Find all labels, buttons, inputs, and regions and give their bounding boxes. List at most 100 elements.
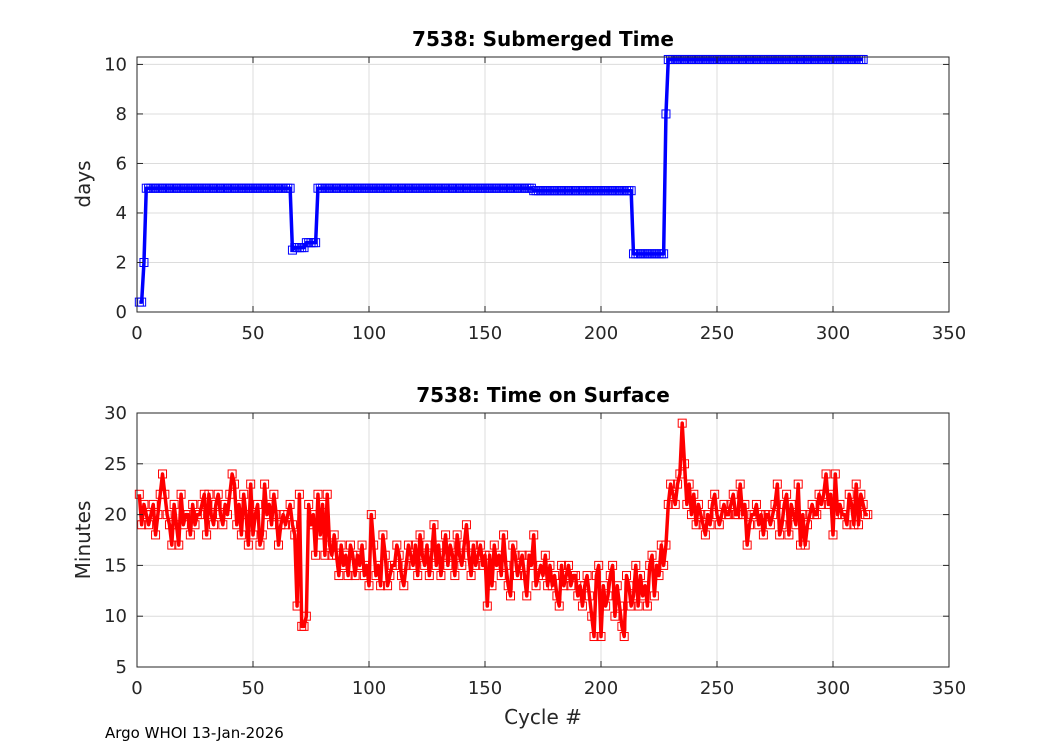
surface-data-point — [325, 540, 335, 550]
surface-data-point — [355, 560, 365, 570]
surface-data-point — [628, 591, 638, 601]
surface-data-point — [445, 540, 455, 550]
surface-data-point — [322, 489, 332, 499]
surface-data-point — [158, 469, 168, 479]
surface-data-point — [554, 601, 564, 611]
surface-data-point — [385, 571, 395, 581]
submerged-data-point — [287, 245, 297, 255]
surface-data-point — [450, 571, 460, 581]
surface-data-point — [506, 591, 516, 601]
surface-data-point — [512, 571, 522, 581]
surface-data-point — [819, 489, 829, 499]
surface-y-ticks: 5 10 15 20 25 30 — [104, 403, 949, 678]
surface-data-point — [635, 571, 645, 581]
surface-data-point — [858, 499, 868, 509]
submerged-data-point — [137, 297, 147, 307]
surface-data-point — [626, 601, 636, 611]
surface-data-point — [417, 550, 427, 560]
surface-y-tick-label: 30 — [104, 403, 127, 424]
surface-data-point — [153, 510, 163, 520]
surface-data-point — [308, 510, 318, 520]
surface-data-point — [823, 499, 833, 509]
surface-y-tick-label: 20 — [104, 505, 127, 526]
surface-data-point — [489, 540, 499, 550]
surface-data-point — [710, 489, 720, 499]
surface-data-point — [712, 510, 722, 520]
surface-data-point — [564, 560, 574, 570]
submerged-x-tick-label: 300 — [816, 323, 850, 344]
surface-data-point — [253, 499, 263, 509]
surface-data-point — [283, 510, 293, 520]
surface-data-point — [311, 550, 321, 560]
surface-data-point — [615, 601, 625, 611]
surface-data-point — [575, 581, 585, 591]
surface-data-point — [782, 489, 792, 499]
surface-data-point — [160, 489, 170, 499]
surface-data-point — [232, 520, 242, 530]
surface-data-point — [624, 581, 634, 591]
surface-data-point — [726, 499, 736, 509]
surface-data-point — [835, 499, 845, 509]
submerged-data-point — [661, 109, 671, 119]
submerged-y-tick-label: 8 — [116, 104, 127, 125]
surface-x-tick-label: 350 — [932, 678, 966, 699]
surface-data-point — [427, 550, 437, 560]
surface-data-point — [640, 581, 650, 591]
surface-data-point — [376, 581, 386, 591]
surface-data-point — [257, 530, 267, 540]
surface-data-point — [529, 530, 539, 540]
surface-data-point — [134, 489, 144, 499]
surface-series — [134, 418, 873, 642]
surface-data-point — [499, 530, 509, 540]
surface-data-point — [220, 499, 230, 509]
surface-data-point — [698, 520, 708, 530]
surface-data-point — [234, 499, 244, 509]
submerged-y-ticks: 0 2 4 6 8 10 — [104, 54, 949, 323]
surface-data-point — [821, 469, 831, 479]
surface-data-point — [779, 499, 789, 509]
surface-data-point — [826, 489, 836, 499]
surface-data-point — [320, 550, 330, 560]
surface-data-point — [751, 499, 761, 509]
surface-data-point — [276, 520, 286, 530]
submerged-data-point — [285, 183, 295, 193]
surface-data-point — [424, 571, 434, 581]
footer-credit: Argo WHOI 13-Jan-2026 — [105, 724, 284, 742]
surface-data-point — [524, 550, 534, 560]
surface-data-point — [770, 499, 780, 509]
surface-data-point — [299, 621, 309, 631]
surface-data-point — [155, 489, 165, 499]
submerged-x-tick-label: 250 — [700, 323, 734, 344]
surface-data-point — [791, 520, 801, 530]
surface-data-point — [464, 550, 474, 560]
surface-data-point — [290, 530, 300, 540]
surface-plot-area — [137, 413, 949, 667]
surface-data-point — [371, 571, 381, 581]
surface-data-point — [410, 540, 420, 550]
surface-data-point — [805, 510, 815, 520]
surface-data-point — [714, 520, 724, 530]
surface-data-point — [793, 479, 803, 489]
surface-data-point — [719, 499, 729, 509]
surface-data-point — [459, 540, 469, 550]
surface-data-point — [315, 530, 325, 540]
surface-data-point — [457, 560, 467, 570]
surface-data-point — [510, 550, 520, 560]
surface-data-point — [765, 520, 775, 530]
surface-data-point — [334, 571, 344, 581]
surface-data-point — [796, 540, 806, 550]
surface-data-point — [654, 571, 664, 581]
surface-data-point — [211, 499, 221, 509]
surface-data-point — [222, 510, 232, 520]
surface-data-point — [840, 510, 850, 520]
surface-data-point — [798, 510, 808, 520]
surface-data-point — [561, 571, 571, 581]
surface-series-line — [137, 421, 868, 639]
surface-data-point — [833, 510, 843, 520]
surface-data-point — [812, 510, 822, 520]
surface-data-point — [378, 530, 388, 540]
surface-data-point — [663, 499, 673, 509]
submerged-series — [134, 54, 868, 307]
surface-data-point — [517, 550, 527, 560]
